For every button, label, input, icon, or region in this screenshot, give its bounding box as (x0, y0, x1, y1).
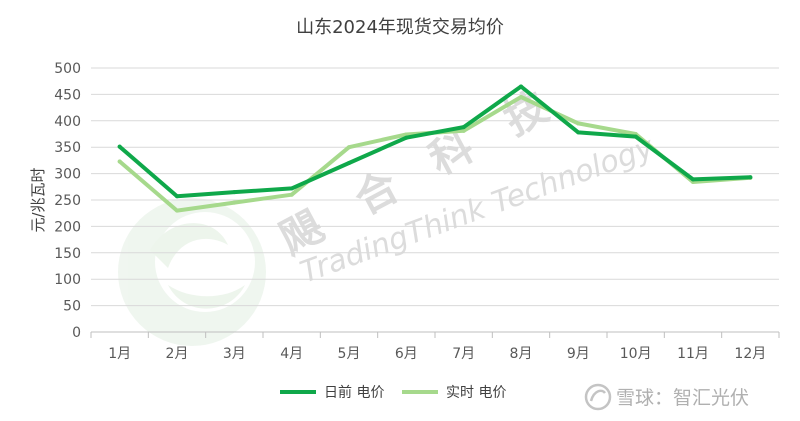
chart-title: 山东2024年现货交易均价 (296, 17, 504, 38)
series-line-dayahead (117, 84, 753, 199)
data-point-realtime (519, 95, 523, 100)
data-point-realtime (576, 121, 581, 126)
x-tick-label: 1月 (108, 346, 131, 362)
y-tick-label: 300 (54, 167, 81, 183)
x-tick-label: 2月 (166, 346, 189, 362)
x-tick-label: 9月 (567, 346, 590, 362)
x-tick-label: 12月 (734, 346, 766, 362)
data-point-realtime (461, 128, 466, 133)
y-tick-label: 450 (54, 87, 81, 103)
data-point-dayahead (519, 84, 523, 89)
data-point-dayahead (117, 144, 122, 149)
x-tick-label: 11月 (677, 346, 709, 362)
x-tick-label: 7月 (452, 346, 475, 362)
data-point-dayahead (289, 186, 294, 191)
x-tick-label: 3月 (223, 346, 246, 362)
data-point-dayahead (175, 194, 179, 199)
legend-label-realtime: 实时 电价 (446, 385, 506, 401)
y-tick-label: 50 (63, 299, 81, 315)
legend: 日前 电价 实时 电价 (280, 384, 506, 401)
y-tick-label: 250 (54, 193, 81, 209)
footer-watermark: 雪球：智汇光伏 (584, 383, 749, 411)
y-tick-label: 350 (54, 140, 81, 156)
data-point-realtime (175, 208, 179, 213)
data-point-realtime (232, 200, 237, 205)
y-tick-label: 150 (54, 246, 81, 262)
x-tick-label: 5月 (338, 346, 361, 362)
data-point-dayahead (748, 175, 753, 180)
data-point-dayahead (347, 161, 351, 166)
series-lines (117, 84, 753, 213)
y-tick-label: 400 (54, 114, 81, 130)
data-point-dayahead (633, 134, 638, 139)
data-point-dayahead (691, 177, 695, 182)
data-point-dayahead (461, 125, 466, 130)
x-tick-label: 8月 (510, 346, 533, 362)
data-point-dayahead (232, 190, 237, 195)
data-point-realtime (289, 192, 294, 197)
y-tick-label: 100 (54, 272, 81, 288)
footer-text: 雪球：智汇光伏 (616, 387, 749, 409)
x-tick-label: 4月 (280, 346, 303, 362)
legend-label-dayahead: 日前 电价 (324, 384, 384, 401)
x-tick-label: 10月 (620, 346, 652, 362)
watermark-logo-icon (118, 198, 266, 346)
snowball-icon (584, 383, 612, 411)
y-tick-label: 200 (54, 219, 81, 235)
data-point-dayahead (576, 130, 581, 135)
data-point-dayahead (404, 135, 409, 140)
y-axis-ticks: 0 50 100 150 200 250 300 350 400 450 500 (54, 61, 81, 341)
y-tick-label: 500 (54, 61, 81, 77)
data-point-realtime (347, 145, 351, 150)
x-axis-ticks: 1月 2月 3月 4月 5月 6月 7月 8月 9月 10月 11月 12月 (90, 332, 780, 362)
y-tick-label: 0 (72, 325, 81, 341)
y-axis-title: 元/兆瓦时 (29, 167, 47, 232)
x-tick-label: 6月 (395, 346, 418, 362)
data-point-realtime (117, 159, 122, 164)
